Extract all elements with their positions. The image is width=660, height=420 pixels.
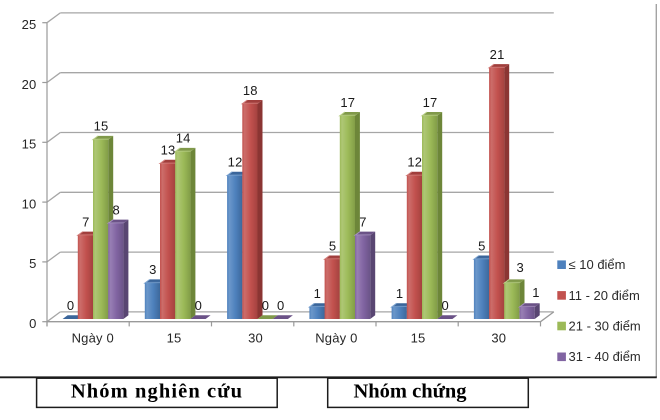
svg-text:0: 0 bbox=[67, 298, 74, 313]
svg-text:1: 1 bbox=[314, 286, 321, 301]
svg-text:8: 8 bbox=[112, 202, 119, 217]
svg-text:3: 3 bbox=[516, 260, 523, 275]
svg-text:10: 10 bbox=[22, 196, 37, 211]
svg-text:7: 7 bbox=[359, 214, 366, 229]
svg-text:3: 3 bbox=[149, 262, 156, 277]
svg-text:12: 12 bbox=[228, 155, 243, 170]
svg-text:5: 5 bbox=[29, 256, 36, 271]
svg-text:21: 21 bbox=[490, 47, 505, 62]
svg-text:5: 5 bbox=[478, 238, 485, 253]
svg-text:Nhóm nghiên cứu: Nhóm nghiên cứu bbox=[71, 381, 243, 403]
svg-text:17: 17 bbox=[340, 95, 355, 110]
svg-text:31 - 40 điểm: 31 - 40 điểm bbox=[569, 349, 641, 364]
svg-text:25: 25 bbox=[22, 17, 37, 32]
svg-text:1: 1 bbox=[396, 286, 403, 301]
svg-text:20: 20 bbox=[22, 77, 37, 92]
svg-text:15: 15 bbox=[22, 137, 37, 152]
svg-text:7: 7 bbox=[82, 214, 89, 229]
svg-text:0: 0 bbox=[277, 298, 284, 313]
svg-text:15: 15 bbox=[94, 119, 109, 134]
svg-text:5: 5 bbox=[329, 238, 336, 253]
svg-text:12: 12 bbox=[407, 155, 422, 170]
svg-text:1: 1 bbox=[532, 285, 539, 300]
svg-text:17: 17 bbox=[423, 95, 438, 110]
svg-text:15: 15 bbox=[167, 330, 182, 345]
svg-text:0: 0 bbox=[195, 298, 202, 313]
svg-text:Nhóm chứng: Nhóm chứng bbox=[353, 381, 467, 403]
svg-text:11 - 20 điểm: 11 - 20 điểm bbox=[569, 288, 640, 303]
svg-text:18: 18 bbox=[243, 83, 258, 98]
svg-text:0: 0 bbox=[262, 298, 269, 313]
svg-text:≤ 10 điểm: ≤ 10 điểm bbox=[569, 257, 626, 272]
svg-text:Ngày 0: Ngày 0 bbox=[315, 330, 357, 345]
svg-text:0: 0 bbox=[29, 316, 36, 331]
svg-text:13: 13 bbox=[161, 143, 176, 158]
svg-text:21 - 30 điểm: 21 - 30 điểm bbox=[569, 318, 641, 333]
svg-text:30: 30 bbox=[248, 330, 263, 345]
svg-text:Ngày 0: Ngày 0 bbox=[72, 330, 114, 345]
svg-text:30: 30 bbox=[491, 330, 506, 345]
svg-text:0: 0 bbox=[441, 298, 448, 313]
svg-text:14: 14 bbox=[176, 131, 191, 146]
svg-text:15: 15 bbox=[411, 330, 426, 345]
